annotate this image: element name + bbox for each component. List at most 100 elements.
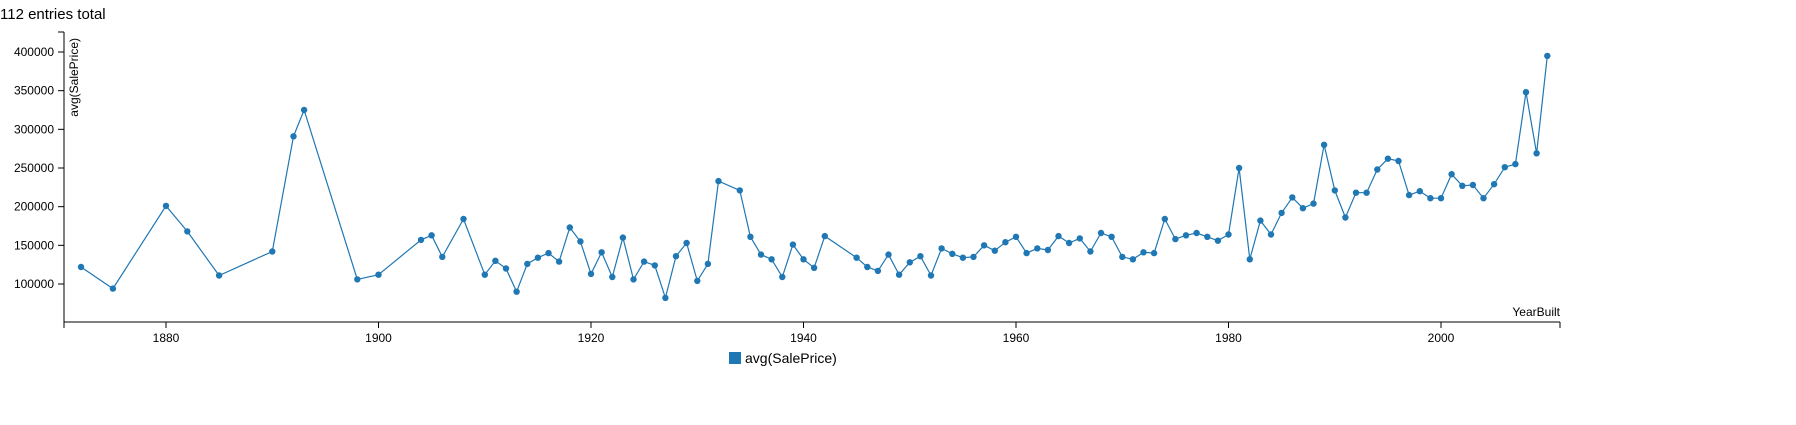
data-point[interactable] (1044, 246, 1052, 254)
data-point[interactable] (715, 177, 722, 185)
data-point[interactable] (1087, 248, 1094, 255)
data-point[interactable] (481, 271, 488, 278)
data-point[interactable] (1055, 232, 1062, 240)
data-point[interactable] (566, 224, 573, 231)
data-point[interactable] (1299, 205, 1307, 212)
data-point[interactable] (1129, 256, 1137, 263)
data-point[interactable] (864, 263, 871, 271)
data-point[interactable] (651, 262, 658, 269)
data-point[interactable] (800, 256, 807, 263)
data-point[interactable] (1310, 200, 1317, 207)
data-point[interactable] (1416, 188, 1424, 195)
data-point[interactable] (1342, 214, 1349, 221)
data-point[interactable] (927, 272, 935, 279)
data-point[interactable] (779, 273, 786, 281)
data-point[interactable] (1501, 164, 1509, 171)
data-point[interactable] (502, 265, 510, 272)
data-point[interactable] (555, 258, 563, 265)
data-point[interactable] (1182, 232, 1190, 239)
data-point[interactable] (959, 254, 967, 261)
legend[interactable]: avg(SalePrice) (729, 350, 837, 366)
data-point[interactable] (619, 234, 627, 241)
data-point[interactable] (77, 263, 85, 271)
data-point[interactable] (1320, 141, 1328, 148)
data-point[interactable] (1490, 181, 1498, 188)
data-point[interactable] (1235, 164, 1243, 172)
data-point[interactable] (1140, 249, 1147, 256)
data-point[interactable] (1023, 249, 1030, 257)
data-point[interactable] (1076, 235, 1084, 242)
data-point[interactable] (1352, 189, 1360, 196)
data-point[interactable] (747, 233, 754, 240)
data-point[interactable] (821, 232, 828, 240)
data-point[interactable] (970, 253, 977, 261)
data-point[interactable] (885, 251, 892, 258)
data-point[interactable] (1395, 157, 1402, 165)
data-point[interactable] (640, 258, 648, 265)
data-point[interactable] (810, 264, 818, 271)
data-point[interactable] (1034, 245, 1041, 252)
data-point[interactable] (768, 256, 775, 263)
data-point[interactable] (460, 215, 467, 223)
data-point[interactable] (1002, 239, 1009, 246)
data-point[interactable] (1161, 215, 1169, 223)
data-point[interactable] (980, 242, 988, 249)
data-point[interactable] (1289, 194, 1296, 201)
data-point[interactable] (1108, 233, 1115, 240)
data-point[interactable] (215, 272, 223, 279)
data-point[interactable] (184, 228, 191, 235)
data-point[interactable] (1119, 253, 1126, 261)
data-point[interactable] (1012, 233, 1020, 240)
data-point[interactable] (1193, 229, 1200, 237)
data-point[interactable] (789, 241, 797, 248)
data-point[interactable] (428, 232, 435, 239)
data-point[interactable] (1448, 171, 1455, 178)
data-point[interactable] (513, 288, 520, 295)
data-point[interactable] (354, 276, 361, 283)
data-point[interactable] (1225, 231, 1232, 238)
data-point[interactable] (1150, 249, 1158, 257)
data-point[interactable] (1427, 195, 1434, 202)
data-point[interactable] (598, 249, 605, 256)
data-point[interactable] (577, 238, 584, 245)
data-point[interactable] (1405, 191, 1413, 199)
data-point[interactable] (439, 253, 446, 261)
data-point[interactable] (1214, 237, 1222, 244)
data-point[interactable] (1522, 89, 1530, 96)
data-point[interactable] (1246, 256, 1254, 263)
data-point[interactable] (874, 267, 882, 275)
data-point[interactable] (683, 239, 690, 247)
data-point[interactable] (895, 271, 903, 278)
data-point[interactable] (1331, 187, 1339, 194)
data-point[interactable] (545, 249, 552, 257)
data-point[interactable] (1363, 189, 1370, 196)
data-point[interactable] (1533, 150, 1540, 157)
data-point[interactable] (694, 277, 701, 285)
data-point[interactable] (534, 254, 542, 261)
data-point[interactable] (672, 253, 680, 260)
data-point[interactable] (630, 276, 637, 283)
data-point[interactable] (938, 245, 945, 252)
data-point[interactable] (991, 247, 998, 254)
data-point[interactable] (1065, 239, 1073, 247)
data-point[interactable] (1172, 235, 1179, 243)
data-point[interactable] (704, 260, 712, 268)
data-point[interactable] (375, 271, 382, 278)
data-point[interactable] (587, 270, 595, 278)
data-point[interactable] (269, 248, 276, 255)
data-point[interactable] (853, 254, 860, 261)
data-point[interactable] (1257, 217, 1264, 224)
data-point[interactable] (1512, 160, 1519, 168)
data-point[interactable] (1374, 166, 1381, 173)
data-point[interactable] (917, 253, 924, 260)
data-point[interactable] (1469, 181, 1477, 189)
data-point[interactable] (492, 257, 499, 264)
data-point[interactable] (1204, 233, 1211, 240)
data-point[interactable] (300, 106, 308, 114)
data-point[interactable] (109, 285, 117, 292)
data-point[interactable] (609, 273, 616, 281)
data-point[interactable] (757, 251, 765, 258)
data-point[interactable] (1267, 231, 1275, 238)
data-point[interactable] (662, 294, 669, 302)
data-point[interactable] (736, 187, 743, 194)
